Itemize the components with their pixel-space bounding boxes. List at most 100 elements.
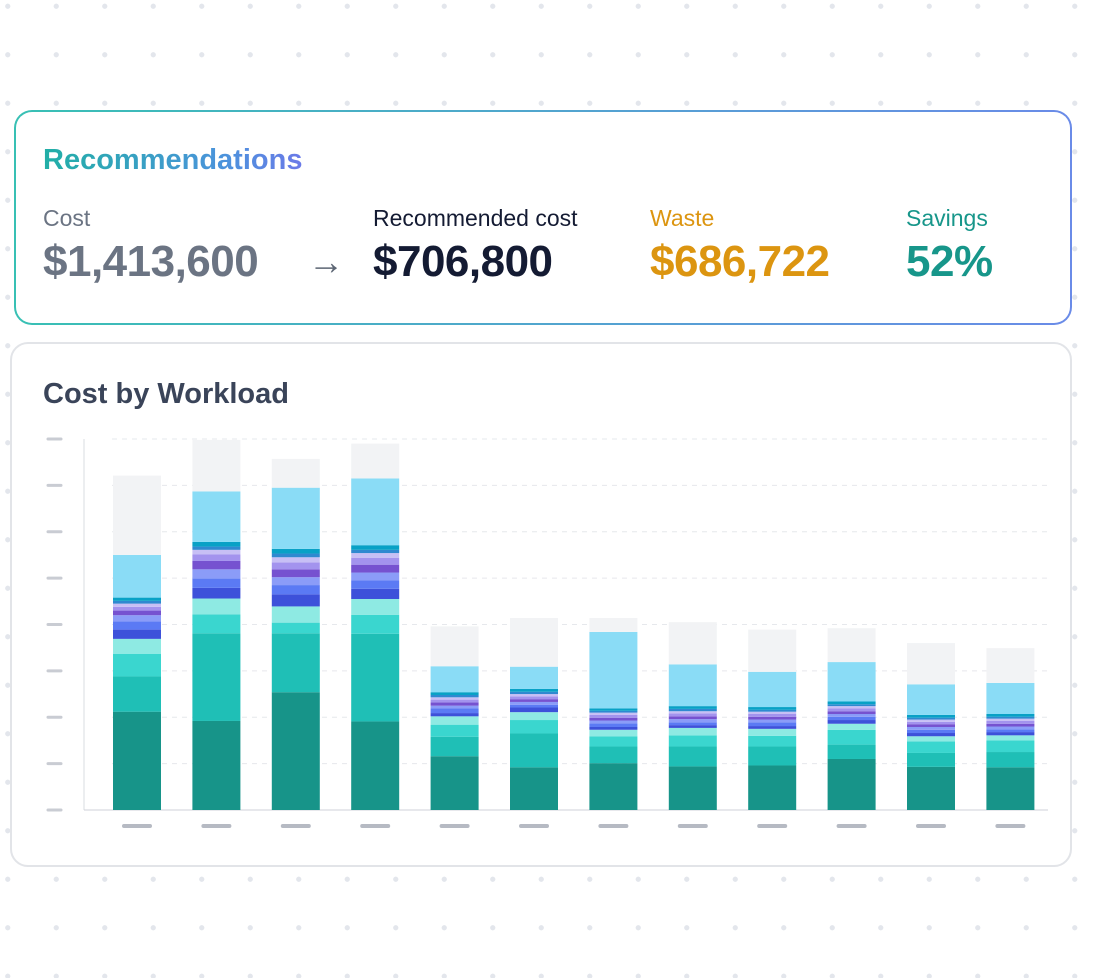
bar-segment	[271, 606, 320, 623]
bar-segment	[430, 724, 479, 737]
bar-segment	[351, 614, 400, 634]
bar-segment	[827, 714, 876, 717]
bar-segment	[986, 732, 1035, 736]
bar-segment	[986, 714, 1035, 717]
bar-segment	[430, 692, 479, 695]
bar-segment	[827, 701, 876, 705]
bar-segment	[827, 729, 876, 745]
bar-segment	[986, 740, 1035, 753]
bar-segment	[827, 662, 876, 702]
recommendations-card: Recommendations Cost $1,413,600 → Recomm…	[14, 110, 1072, 325]
bar-segment	[192, 560, 241, 570]
cost-by-workload-chart	[46, 437, 1048, 828]
bar-segment	[510, 701, 558, 705]
bar-segment	[589, 712, 638, 715]
bar-segment	[668, 719, 717, 723]
bar-segment	[907, 719, 955, 722]
bar-segment	[113, 606, 161, 611]
bar-segment	[986, 752, 1035, 768]
bar-segment	[748, 671, 797, 708]
bar-segment	[668, 727, 717, 736]
bar-segment	[986, 767, 1035, 810]
arrow-right-icon: →	[308, 241, 344, 282]
bar-segment	[271, 569, 320, 578]
bar-segment	[430, 713, 479, 717]
bar-segment	[510, 691, 558, 695]
bar-segment	[113, 475, 161, 555]
recommended-cost-label: Recommended cost	[373, 205, 578, 231]
bar-segment	[907, 643, 955, 685]
bar-segment	[748, 716, 797, 720]
bar-segment	[827, 706, 876, 709]
bar-segment	[827, 708, 876, 712]
bar-segment	[271, 585, 320, 595]
bar-segment	[351, 633, 400, 722]
bar-segment	[192, 633, 241, 721]
bar-segment	[271, 577, 320, 586]
bar-segment	[748, 726, 797, 729]
bar-segment	[192, 549, 241, 555]
cost-value: $1,413,600	[43, 237, 259, 286]
bar-segment	[510, 666, 558, 689]
bar-segment	[430, 666, 479, 693]
bar-segment	[510, 688, 558, 692]
bar-segment	[430, 716, 479, 725]
savings-value: 52%	[906, 237, 993, 286]
bar-segment	[827, 744, 876, 759]
bar-segment	[589, 723, 638, 727]
bar-segment	[510, 712, 558, 721]
bar-segment	[113, 615, 161, 622]
bar-segment	[748, 711, 797, 715]
bar-segment	[430, 626, 479, 667]
bar-segment	[589, 618, 638, 632]
bar-segment	[827, 720, 876, 724]
bar-segment	[986, 648, 1035, 683]
bar-segment	[351, 557, 400, 565]
bar-segment	[271, 622, 320, 634]
bar-segment	[748, 719, 797, 723]
recommended-cost-value: $706,800	[373, 237, 553, 286]
bar-segment	[986, 735, 1035, 741]
bar-segment	[589, 746, 638, 764]
bar-segment	[907, 714, 955, 718]
bar-segment	[351, 553, 400, 558]
bar-segment	[113, 603, 161, 607]
bar-segment	[748, 629, 797, 672]
waste-metric: Waste $686,722	[650, 204, 830, 288]
bar-segment	[589, 720, 638, 724]
bar-segment	[986, 716, 1035, 719]
bar-segment	[589, 631, 638, 709]
bar-segment	[430, 702, 479, 706]
bar-segment	[827, 704, 876, 707]
bar-segment	[271, 562, 320, 570]
bar-segment	[668, 708, 717, 712]
bar-segment	[986, 723, 1035, 727]
bar-segment	[510, 720, 558, 734]
bar-segment	[748, 707, 797, 710]
bar-segment	[510, 767, 558, 810]
waste-label: Waste	[650, 205, 715, 231]
bar-segment	[668, 722, 717, 726]
bar-segment	[271, 557, 320, 563]
bar-segment	[907, 736, 955, 742]
bar-segment	[113, 597, 161, 601]
bar-segment	[430, 697, 479, 700]
bar-segment	[351, 545, 400, 550]
bar-segment	[192, 439, 241, 492]
bar-segment	[430, 756, 479, 810]
waste-value: $686,722	[650, 237, 830, 286]
bar-segment	[192, 598, 241, 615]
bar-segment	[271, 594, 320, 607]
bar-segment	[668, 725, 717, 728]
bar-segment	[907, 721, 955, 725]
bar-segment	[351, 721, 400, 810]
bar-segment	[986, 682, 1035, 715]
bar-segment	[748, 746, 797, 766]
bar-segment	[113, 621, 161, 630]
chart-title: Cost by Workload	[43, 378, 289, 410]
bar-segment	[589, 717, 638, 721]
bar-segment	[748, 735, 797, 747]
bar-segment	[668, 622, 717, 665]
bar-segment	[986, 718, 1035, 721]
bar-segment	[510, 707, 558, 713]
